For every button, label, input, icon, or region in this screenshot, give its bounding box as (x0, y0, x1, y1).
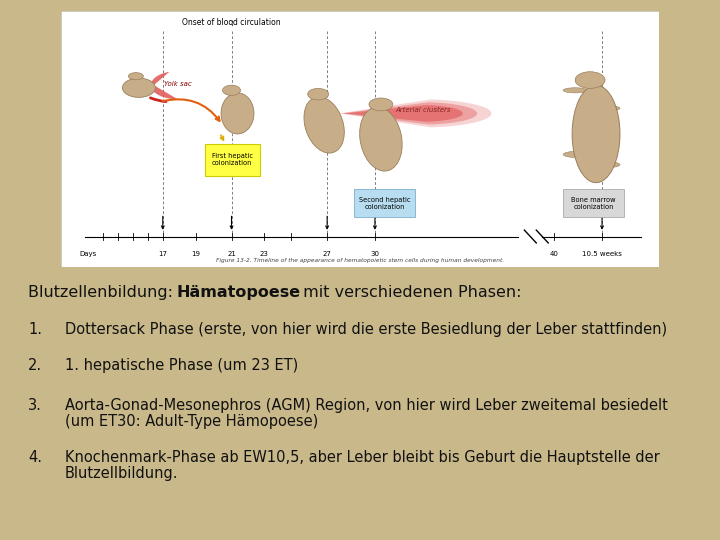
Text: Bone marrow
colonization: Bone marrow colonization (572, 197, 616, 210)
Text: Second hepatic
colonization: Second hepatic colonization (359, 197, 410, 210)
Text: 10.5 weeks: 10.5 weeks (582, 251, 622, 256)
FancyBboxPatch shape (354, 189, 415, 217)
Text: mit verschiedenen Phasen:: mit verschiedenen Phasen: (298, 285, 522, 300)
Text: (um ET30: Adult-Type Hämopoese): (um ET30: Adult-Type Hämopoese) (65, 414, 318, 429)
Text: Dottersack Phase (erste, von hier wird die erste Besiedlung der Leber stattfinde: Dottersack Phase (erste, von hier wird d… (65, 322, 667, 337)
Text: 2.: 2. (28, 358, 42, 373)
PathPatch shape (344, 105, 463, 122)
Text: Hämatopoese: Hämatopoese (176, 285, 300, 300)
Text: Knochenmark-Phase ab EW10,5, aber Leber bleibt bis Geburt die Hauptstelle der: Knochenmark-Phase ab EW10,5, aber Leber … (65, 450, 660, 465)
Ellipse shape (122, 78, 156, 97)
Text: 21: 21 (227, 251, 236, 256)
Ellipse shape (307, 89, 328, 100)
PathPatch shape (151, 72, 178, 99)
Text: Arterial clusters: Arterial clusters (395, 106, 451, 112)
Text: 23: 23 (260, 251, 269, 256)
Ellipse shape (563, 87, 587, 93)
Ellipse shape (222, 85, 240, 96)
Ellipse shape (304, 97, 344, 153)
Text: Figure 13-2. Timeline of the appearance of hematopoietic stem cells during human: Figure 13-2. Timeline of the appearance … (216, 258, 504, 264)
Text: Days: Days (79, 251, 96, 256)
Text: Yolk sac: Yolk sac (164, 81, 192, 87)
Ellipse shape (128, 72, 143, 80)
PathPatch shape (339, 99, 492, 127)
Text: 17: 17 (158, 251, 167, 256)
Ellipse shape (572, 85, 620, 183)
FancyBboxPatch shape (563, 189, 624, 217)
FancyArrowPatch shape (163, 99, 220, 121)
Text: 1.: 1. (28, 322, 42, 337)
FancyArrowPatch shape (150, 98, 166, 102)
Ellipse shape (369, 98, 393, 111)
Ellipse shape (575, 72, 605, 89)
Text: 4.: 4. (28, 450, 42, 465)
Text: Blutzellbildung.: Blutzellbildung. (65, 466, 179, 481)
Text: Aorta-Gonad-Mesonephros (AGM) Region, von hier wird Leber zweitemal besiedelt: Aorta-Gonad-Mesonephros (AGM) Region, vo… (65, 398, 668, 413)
Text: Blutzellenbildung:: Blutzellenbildung: (28, 285, 178, 300)
PathPatch shape (341, 102, 477, 125)
Text: 1. hepatische Phase (um 23 ET): 1. hepatische Phase (um 23 ET) (65, 358, 298, 373)
Text: 27: 27 (323, 251, 332, 256)
FancyBboxPatch shape (204, 144, 260, 176)
Text: First hepatic
colonization: First hepatic colonization (212, 153, 253, 166)
Ellipse shape (596, 106, 620, 111)
Text: 19: 19 (191, 251, 200, 256)
Text: 40: 40 (550, 251, 559, 256)
Ellipse shape (360, 107, 402, 171)
Ellipse shape (221, 93, 254, 134)
Text: Onset of blood circulation: Onset of blood circulation (182, 18, 281, 28)
Text: 30: 30 (370, 251, 379, 256)
Ellipse shape (563, 151, 593, 158)
Text: 3.: 3. (28, 398, 42, 413)
FancyArrowPatch shape (220, 135, 223, 140)
Ellipse shape (596, 162, 620, 167)
